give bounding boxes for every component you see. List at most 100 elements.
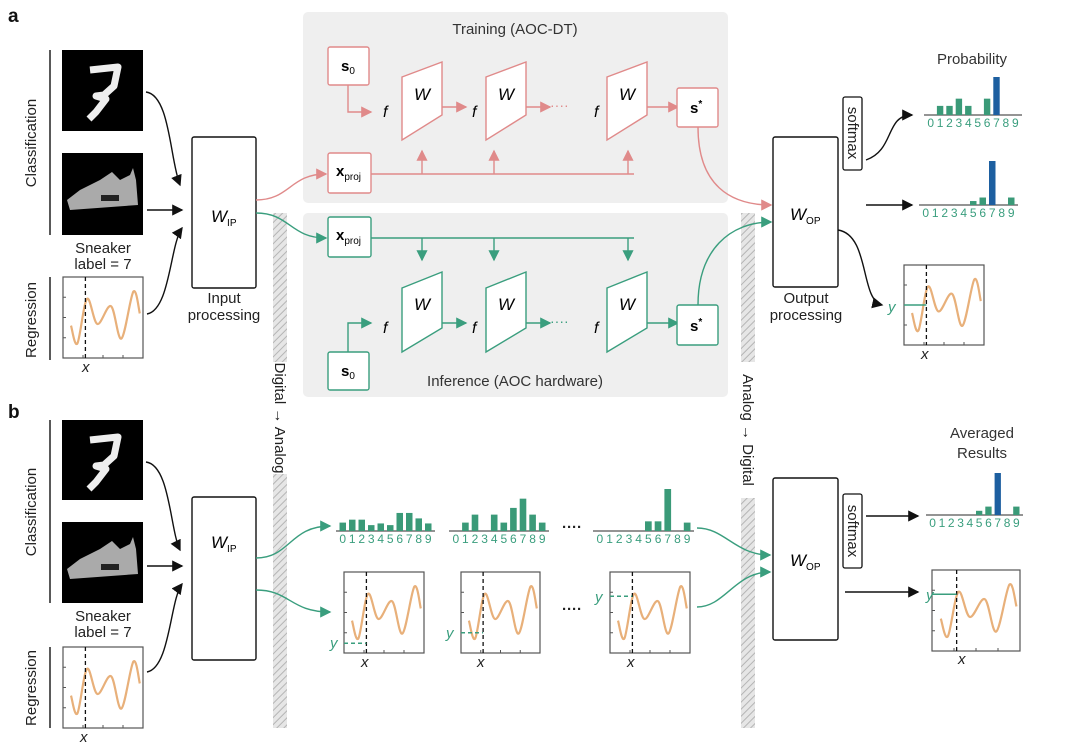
regression-output-plot — [903, 264, 985, 346]
y-output-label: y — [887, 299, 897, 316]
inputs-panel-b: Classification Regression Sneaker label … — [23, 420, 144, 745]
bar-1 — [936, 105, 944, 115]
digit-tick-label: 5 — [974, 116, 981, 130]
bar-5 — [387, 525, 394, 531]
panel-label-a: a — [8, 6, 19, 27]
digit-tick-label: 8 — [529, 532, 536, 546]
arrow-to-regression-output — [837, 229, 884, 309]
digit-tick-label: 6 — [984, 116, 991, 130]
run-1-regression-plot — [343, 571, 425, 654]
weight-matrix: W — [606, 60, 648, 142]
f-activation: f — [383, 320, 389, 337]
digit-tick-label: 7 — [993, 116, 1000, 130]
digit-tick-label: 8 — [415, 532, 422, 546]
xproj-box-inference: xproj — [327, 216, 372, 258]
digit-tick-label: 5 — [976, 516, 983, 530]
arrow-wip-to-runs-reg — [255, 589, 332, 618]
arrow-runs-class-to-wop — [696, 527, 772, 561]
regression-curve — [467, 585, 538, 641]
digit-tick-label: 6 — [985, 516, 992, 530]
digit-tick-label: 8 — [1004, 516, 1011, 530]
wip-subscript: IP — [227, 218, 237, 229]
inference-weight-row: f f f W W W ···· — [383, 270, 680, 354]
arrow-wip-to-inference — [255, 212, 328, 244]
y-averaged: y — [925, 587, 935, 604]
sstar-box-training: s* — [676, 87, 719, 128]
output-processing-label-1: Output — [783, 290, 829, 307]
digit-tick-label: 0 — [452, 532, 459, 546]
digit-tick-label: 5 — [500, 532, 507, 546]
bar-5 — [970, 201, 977, 205]
arrow-regression-to-wip — [146, 226, 183, 315]
regression-curve — [69, 660, 141, 716]
regression-curve — [69, 290, 141, 346]
arrow-training-to-wop — [697, 126, 773, 211]
x-run-2: x — [476, 654, 485, 671]
bar-7 — [406, 512, 413, 531]
bar-9 — [683, 522, 691, 531]
panel-label-b: b — [8, 402, 20, 423]
classification-label: Classification — [23, 99, 40, 187]
svg-text:s*: s* — [690, 317, 702, 335]
digit-tick-label: 2 — [358, 532, 365, 546]
digit-tick-label: 1 — [939, 516, 946, 530]
weight-matrix: W — [485, 60, 527, 142]
bar-8 — [529, 514, 536, 531]
x-axis-label-b: x — [79, 729, 88, 745]
arrow-inference-to-wop — [697, 216, 773, 306]
digit-tick-label: 7 — [989, 206, 996, 220]
bar-9 — [1013, 506, 1020, 515]
weight-matrix: W — [606, 270, 648, 354]
ellipsis: ···· — [550, 97, 569, 113]
digit-seven-image-b — [62, 420, 143, 500]
digit-tick-label: 7 — [406, 532, 413, 546]
digit-tick-label: 8 — [998, 206, 1005, 220]
digit-tick-label: 9 — [539, 532, 546, 546]
f-activation: f — [594, 320, 600, 337]
bar-4 — [490, 514, 498, 531]
digit-tick-label: 6 — [510, 532, 517, 546]
weight-matrix: W — [401, 60, 443, 142]
bar-8 — [415, 518, 422, 531]
input-processing-label-1: Input — [207, 290, 241, 307]
y-run-n: y — [594, 589, 604, 606]
x-averaged: x — [957, 651, 966, 668]
bar-5 — [645, 521, 652, 531]
digital-to-analog-label: Digital → Analog — [271, 363, 288, 474]
arrow-wip-to-runs-class — [255, 520, 332, 559]
bar-4 — [377, 523, 384, 531]
weight-label: W — [619, 85, 637, 104]
digit-tick-label: 3 — [481, 532, 488, 546]
weight-label: W — [414, 85, 432, 104]
digit-tick-label: 6 — [396, 532, 403, 546]
digit-tick-label: 1 — [937, 116, 944, 130]
regression-curve — [939, 583, 1018, 639]
output-processing-block: WOP — [772, 136, 839, 288]
bar-1 — [349, 519, 356, 531]
svg-text:WOP: WOP — [790, 205, 821, 227]
digit-tick-label: 2 — [616, 532, 623, 546]
digit-tick-label: 8 — [674, 532, 681, 546]
arrow-wip-to-training — [255, 168, 328, 201]
digit-tick-label: 1 — [932, 206, 939, 220]
svg-text:xproj: xproj — [336, 163, 361, 183]
digit-tick-label: 0 — [927, 116, 934, 130]
sneaker-image-b — [62, 522, 143, 603]
wip-symbol: W — [211, 207, 229, 226]
arrow-digit-to-wip — [145, 91, 182, 187]
svg-text:WIP: WIP — [211, 533, 237, 555]
input-processing-label-2: processing — [188, 307, 261, 324]
bar-7 — [994, 473, 1001, 515]
digit-tick-label: 1 — [349, 532, 356, 546]
output-processing-label-2: processing — [770, 307, 843, 324]
averaged-title-1: Averaged — [950, 425, 1014, 442]
softmax-block-b: softmax — [842, 493, 863, 569]
sstar-box-inference: s* — [676, 304, 719, 346]
bar-9 — [425, 523, 432, 531]
digit-tick-label: 9 — [684, 532, 691, 546]
digit-tick-label: 2 — [946, 116, 953, 130]
